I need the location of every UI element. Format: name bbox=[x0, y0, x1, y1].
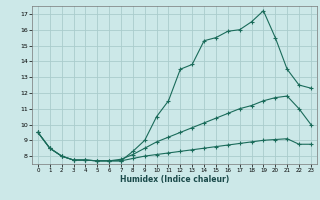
X-axis label: Humidex (Indice chaleur): Humidex (Indice chaleur) bbox=[120, 175, 229, 184]
